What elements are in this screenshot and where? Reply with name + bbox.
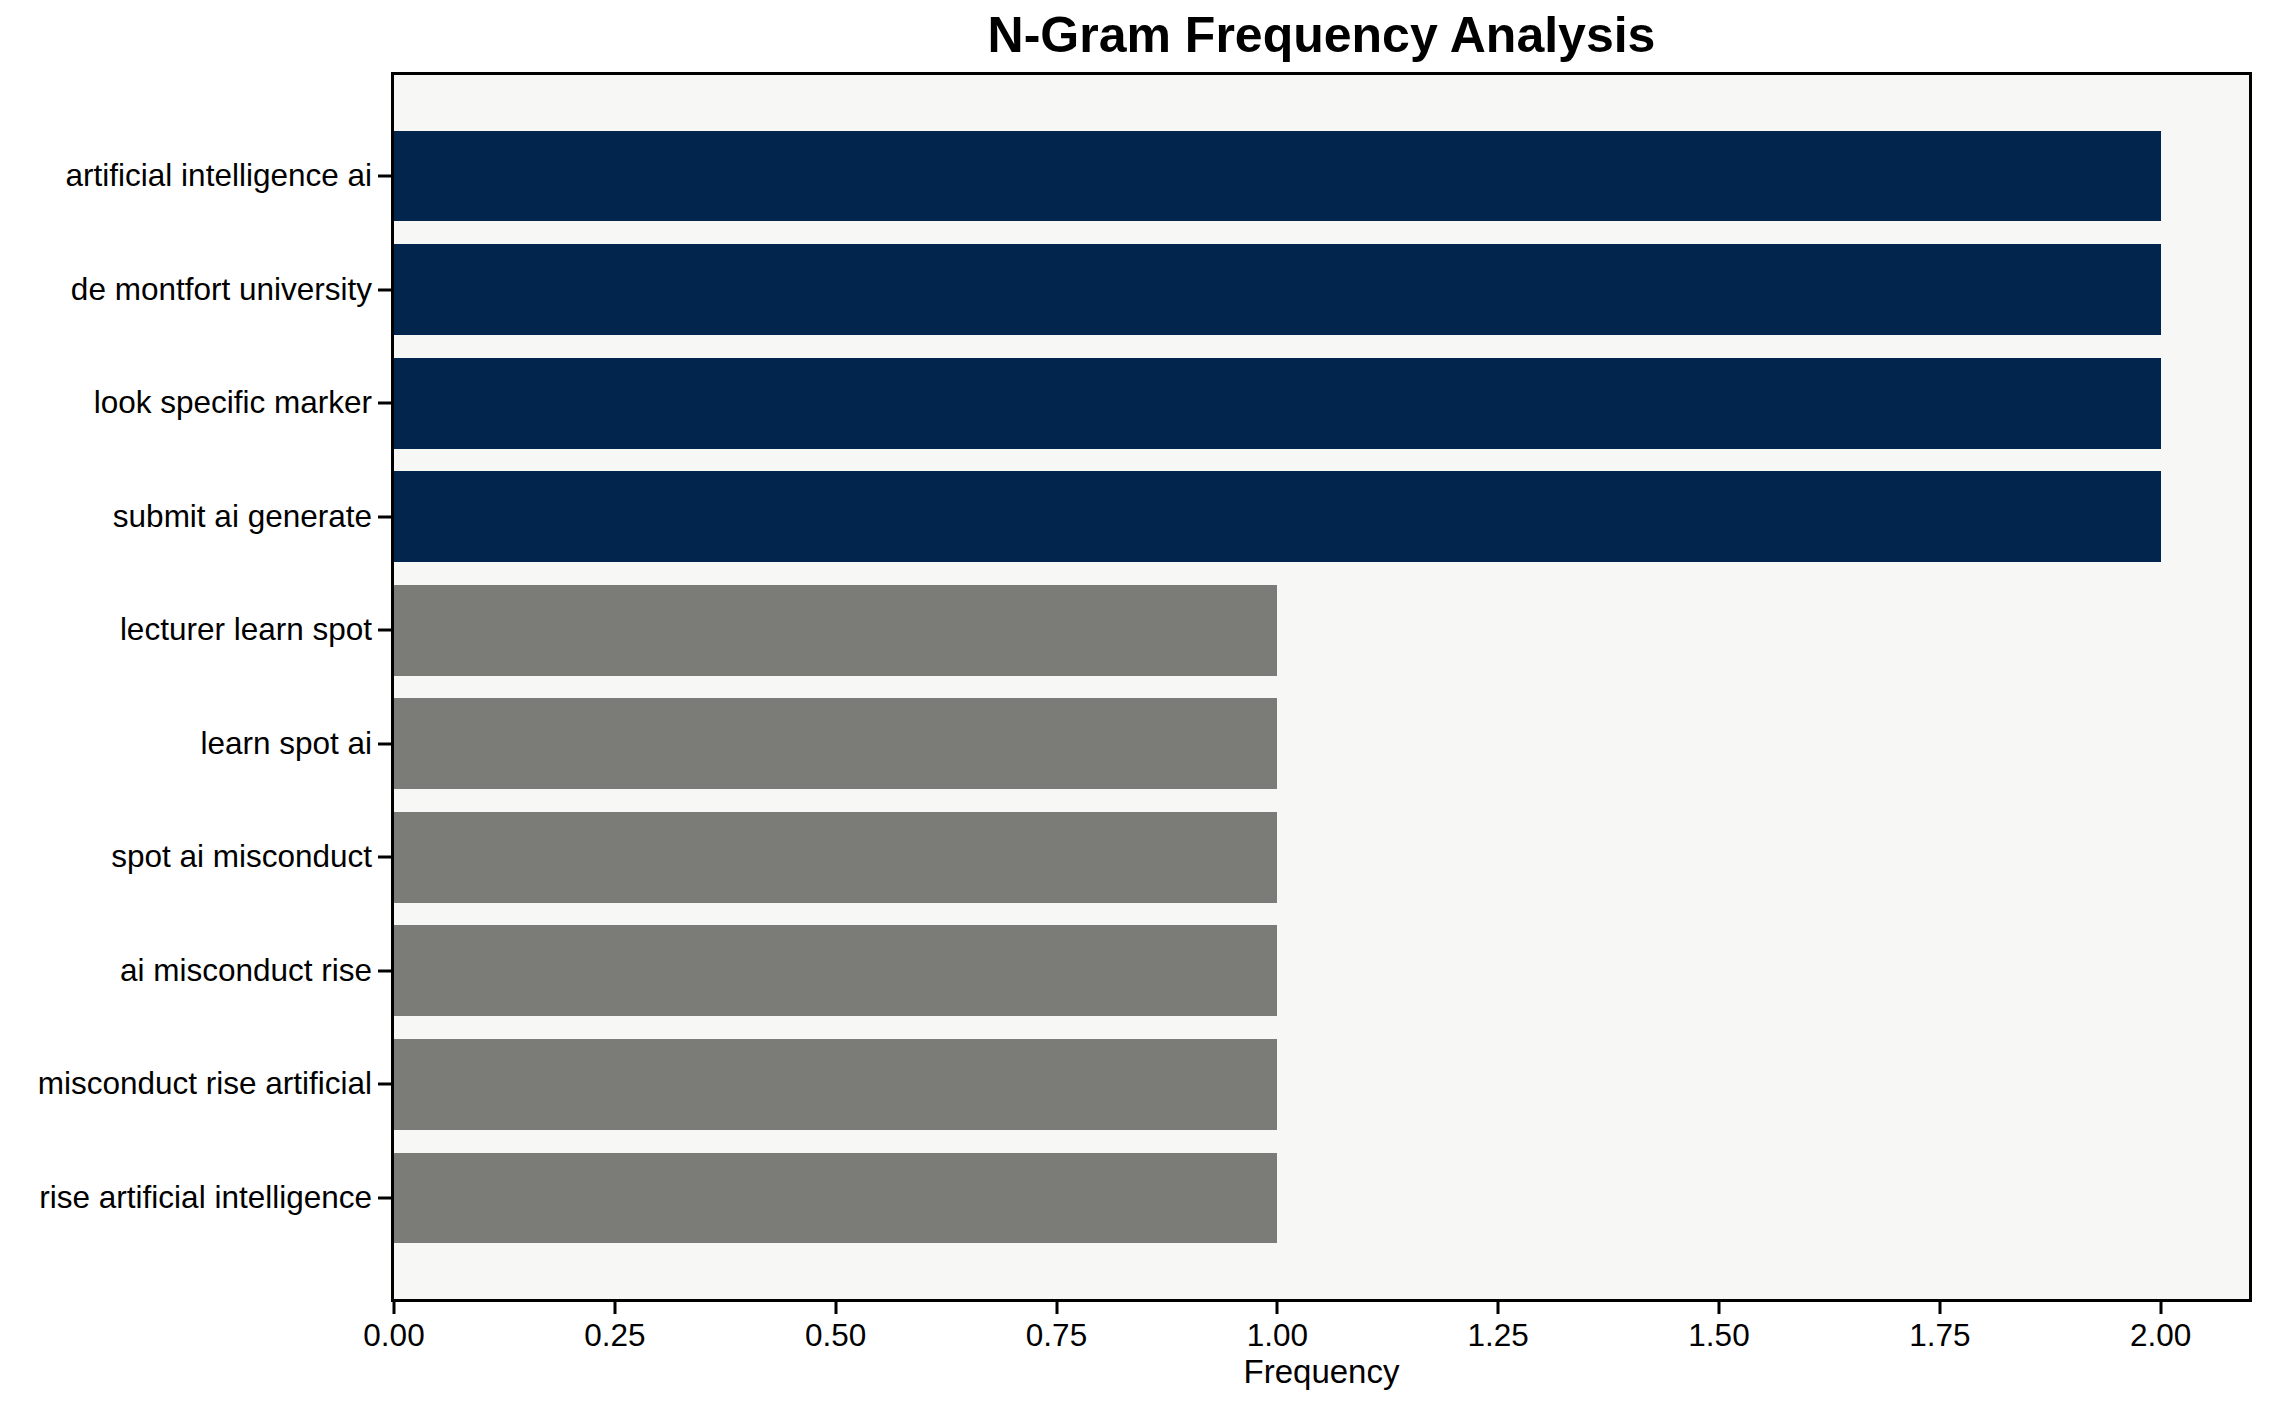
bar (394, 131, 2161, 222)
y-tick-mark (378, 629, 391, 632)
x-tick-mark (393, 1302, 396, 1314)
x-tick-mark (834, 1302, 837, 1314)
chart-title: N-Gram Frequency Analysis (988, 8, 1656, 63)
plot-area: N-Gram Frequency Analysis Frequency arti… (391, 72, 2252, 1302)
x-tick-mark (1718, 1302, 1721, 1314)
x-tick-label: 2.00 (2130, 1320, 2191, 1352)
bar (394, 1039, 1277, 1130)
y-tick-mark (378, 515, 391, 518)
y-tick-label: look specific marker (94, 387, 372, 419)
y-tick-label: artificial intelligence ai (66, 160, 372, 192)
bar (394, 1153, 1277, 1244)
x-tick-label: 0.75 (1026, 1320, 1087, 1352)
y-tick-label: misconduct rise artificial (38, 1069, 372, 1101)
y-tick-mark (378, 175, 391, 178)
bar (394, 471, 2161, 562)
bar (394, 925, 1277, 1016)
y-tick-label: rise artificial intelligence (39, 1182, 372, 1214)
y-tick-mark (378, 402, 391, 405)
bar (394, 244, 2161, 335)
x-tick-label: 1.75 (1909, 1320, 1970, 1352)
x-tick-label: 1.25 (1468, 1320, 1529, 1352)
x-tick-label: 1.50 (1688, 1320, 1749, 1352)
y-tick-mark (378, 288, 391, 291)
y-tick-label: lecturer learn spot (120, 614, 372, 646)
x-tick-mark (2159, 1302, 2162, 1314)
y-tick-mark (378, 1196, 391, 1199)
x-tick-mark (1276, 1302, 1279, 1314)
x-tick-label: 0.25 (584, 1320, 645, 1352)
bar (394, 358, 2161, 449)
ngram-frequency-figure: N-Gram Frequency Analysis Frequency arti… (0, 0, 2272, 1414)
x-tick-mark (613, 1302, 616, 1314)
x-tick-mark (1497, 1302, 1500, 1314)
x-tick-label: 1.00 (1247, 1320, 1308, 1352)
x-tick-label: 0.50 (805, 1320, 866, 1352)
y-tick-mark (378, 742, 391, 745)
y-tick-label: de montfort university (71, 274, 372, 306)
bar (394, 812, 1277, 903)
bar (394, 698, 1277, 789)
x-tick-label: 0.00 (363, 1320, 424, 1352)
y-tick-label: submit ai generate (113, 501, 372, 533)
y-tick-label: ai misconduct rise (120, 955, 372, 987)
x-tick-mark (1055, 1302, 1058, 1314)
y-tick-mark (378, 969, 391, 972)
y-tick-mark (378, 1083, 391, 1086)
y-tick-mark (378, 856, 391, 859)
x-tick-mark (1938, 1302, 1941, 1314)
y-tick-label: spot ai misconduct (111, 842, 372, 874)
x-axis-label: Frequency (1244, 1355, 1400, 1388)
y-tick-label: learn spot ai (200, 728, 372, 760)
bar (394, 585, 1277, 676)
